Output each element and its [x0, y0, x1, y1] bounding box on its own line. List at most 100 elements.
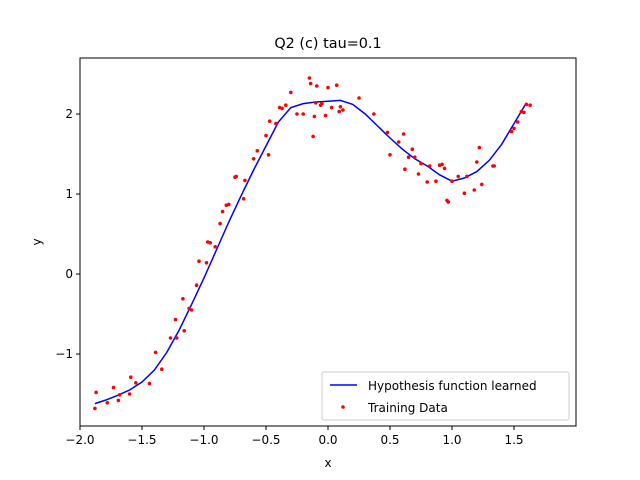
- legend-label-hypothesis: Hypothesis function learned: [368, 379, 537, 393]
- training-point: [388, 153, 392, 157]
- training-point: [475, 160, 479, 164]
- training-point: [315, 84, 319, 88]
- training-point: [401, 132, 406, 136]
- y-axis-label: y: [30, 238, 44, 245]
- training-point: [440, 162, 444, 167]
- legend-point-swatch: [341, 405, 345, 409]
- training-point: [129, 375, 133, 380]
- y-tick-label: 2: [65, 107, 73, 121]
- training-point: [492, 164, 497, 168]
- training-point: [266, 153, 271, 157]
- training-point: [427, 164, 432, 168]
- training-point: [434, 179, 438, 183]
- training-point: [204, 261, 209, 265]
- training-point: [220, 209, 225, 214]
- training-point: [189, 308, 194, 312]
- y-tick-label: −1: [55, 347, 73, 361]
- training-point: [307, 76, 312, 80]
- training-point: [243, 178, 247, 183]
- training-point: [509, 129, 514, 134]
- training-point: [312, 114, 317, 119]
- training-point: [528, 103, 532, 107]
- training-point: [174, 336, 179, 340]
- legend: Hypothesis function learned Training Dat…: [321, 371, 570, 421]
- training-point: [425, 180, 430, 184]
- legend-box: [321, 371, 570, 421]
- y-tick-label: 1: [65, 187, 73, 201]
- x-tick-label: 1.5: [504, 433, 523, 447]
- training-point: [182, 329, 186, 333]
- x-axis: −2.0 −1.5 −1.0 −0.5 0.0 0.5 1.0 1.5: [65, 426, 524, 447]
- training-point: [311, 134, 315, 139]
- training-point: [410, 147, 415, 151]
- training-point: [181, 297, 185, 301]
- training-point: [372, 112, 376, 116]
- training-point: [255, 149, 260, 153]
- training-point: [480, 182, 484, 187]
- training-point: [329, 105, 334, 110]
- training-point: [105, 401, 110, 405]
- training-point: [93, 406, 97, 411]
- training-point: [396, 140, 401, 144]
- training-point: [168, 336, 173, 340]
- training-point: [477, 145, 482, 150]
- x-tick-label: 0.0: [318, 433, 337, 447]
- training-point: [403, 167, 407, 171]
- training-point: [284, 103, 288, 107]
- x-tick-label: −0.5: [251, 433, 280, 447]
- training-point: [334, 83, 339, 87]
- training-point: [472, 188, 477, 192]
- training-point: [251, 157, 256, 161]
- training-point: [456, 174, 461, 179]
- training-point: [462, 191, 467, 195]
- training-point: [512, 126, 516, 131]
- legend-label-training: Training Data: [367, 401, 448, 415]
- training-point: [357, 96, 361, 100]
- training-point: [406, 155, 411, 159]
- training-point: [197, 259, 201, 264]
- training-point: [465, 174, 469, 179]
- training-point: [326, 85, 330, 90]
- training-point: [116, 398, 121, 403]
- training-point: [117, 393, 122, 397]
- training-point: [127, 392, 132, 396]
- training-point: [218, 221, 222, 226]
- training-point: [338, 105, 343, 109]
- x-tick-label: 0.5: [380, 433, 399, 447]
- training-point: [267, 119, 272, 123]
- training-point: [208, 241, 212, 245]
- plot-area: [93, 76, 532, 411]
- training-point: [413, 155, 417, 159]
- training-point: [160, 367, 164, 372]
- training-point: [264, 133, 268, 138]
- training-point: [301, 112, 306, 116]
- x-tick-label: −1.0: [189, 433, 218, 447]
- training-point: [320, 101, 324, 106]
- training-point: [241, 197, 246, 201]
- training-point: [194, 283, 199, 288]
- training-point: [515, 120, 520, 124]
- x-tick-label: 1.0: [442, 433, 461, 447]
- training-point: [416, 172, 421, 176]
- training-point: [522, 110, 526, 115]
- y-tick-label: 0: [65, 267, 73, 281]
- training-point: [280, 106, 284, 111]
- training-point: [446, 200, 451, 204]
- training-point: [337, 109, 342, 114]
- x-tick-label: −2.0: [65, 433, 94, 447]
- training-point: [289, 90, 293, 95]
- training-point: [450, 179, 454, 183]
- x-tick-label: −1.5: [127, 433, 156, 447]
- training-point: [173, 317, 178, 322]
- training-point: [295, 112, 299, 116]
- training-point: [111, 385, 116, 390]
- training-point: [341, 108, 345, 112]
- training-point: [308, 81, 313, 86]
- training-point: [274, 121, 278, 126]
- training-point: [153, 350, 158, 355]
- training-point: [442, 166, 447, 171]
- training-point: [213, 245, 217, 249]
- training-point: [419, 161, 423, 166]
- training-point: [227, 202, 231, 207]
